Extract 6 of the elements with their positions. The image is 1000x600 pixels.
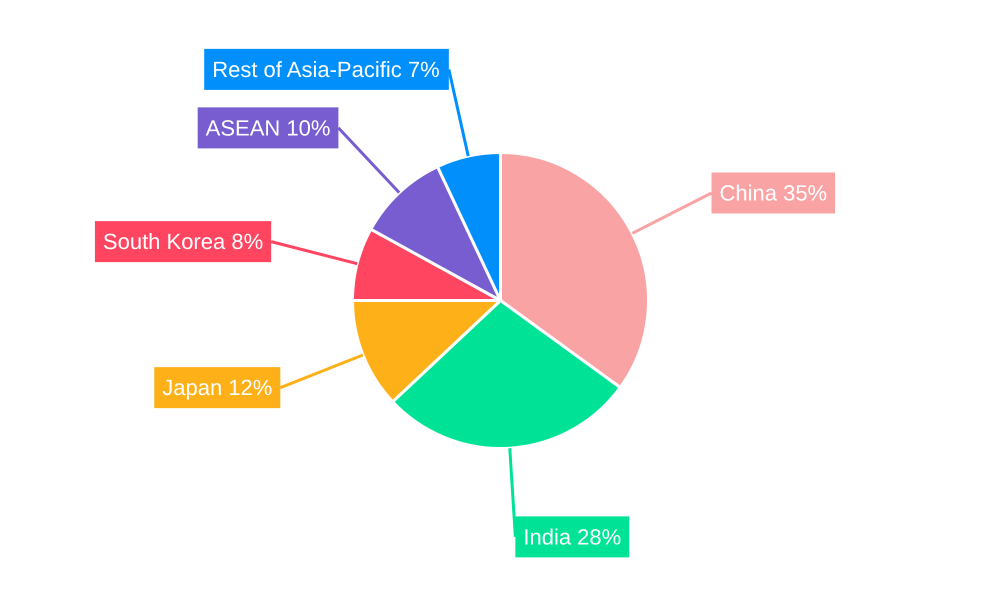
slice-label: ASEAN 10%: [206, 115, 330, 140]
slice-label: South Korea 8%: [102, 229, 264, 254]
slice-label: Japan 12%: [162, 375, 272, 400]
slice-label: India 28%: [523, 524, 622, 550]
slice-label: China 35%: [719, 180, 828, 206]
slice-label: Rest of Asia-Pacific 7%: [212, 56, 440, 82]
